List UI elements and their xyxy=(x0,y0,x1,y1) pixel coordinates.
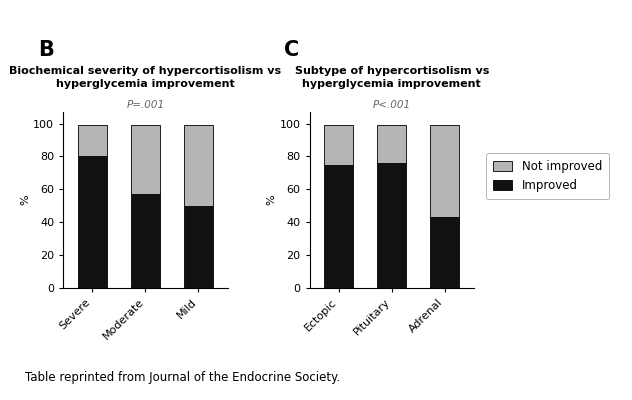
Bar xyxy=(377,163,406,288)
Text: B: B xyxy=(38,40,54,60)
Text: P=.001: P=.001 xyxy=(126,100,164,110)
Title: Subtype of hypercortisolism vs
hyperglycemia improvement: Subtype of hypercortisolism vs hyperglyc… xyxy=(295,66,489,89)
Title: Biochemical severity of hypercortisolism vs
hyperglycemia improvement: Biochemical severity of hypercortisolism… xyxy=(9,66,281,89)
Text: P<.001: P<.001 xyxy=(373,100,411,110)
Bar xyxy=(377,125,406,163)
Bar xyxy=(78,125,107,156)
Bar xyxy=(324,125,353,165)
Text: C: C xyxy=(284,40,300,60)
Bar xyxy=(324,165,353,288)
Bar xyxy=(184,206,213,288)
Bar xyxy=(131,194,160,288)
Legend: Not improved, Improved: Not improved, Improved xyxy=(486,153,609,199)
Bar xyxy=(78,156,107,288)
Y-axis label: %: % xyxy=(20,195,30,205)
Y-axis label: %: % xyxy=(267,195,277,205)
Bar xyxy=(131,125,160,194)
Bar xyxy=(430,217,459,288)
Bar xyxy=(430,125,459,217)
Text: Table reprinted from Journal of the Endocrine Society.: Table reprinted from Journal of the Endo… xyxy=(25,371,341,384)
Bar xyxy=(184,125,213,206)
